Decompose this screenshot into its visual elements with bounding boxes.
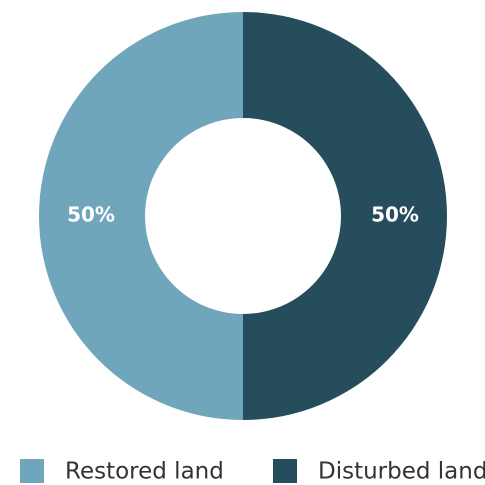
value-label: 50% [371,203,419,227]
slice [243,12,447,420]
legend-swatch [20,459,44,483]
legend-label: Disturbed land [318,459,485,485]
value-label: 50% [67,203,115,227]
legend-swatch [273,459,297,483]
legend-label: Restored land [65,459,224,485]
slice [39,12,243,420]
